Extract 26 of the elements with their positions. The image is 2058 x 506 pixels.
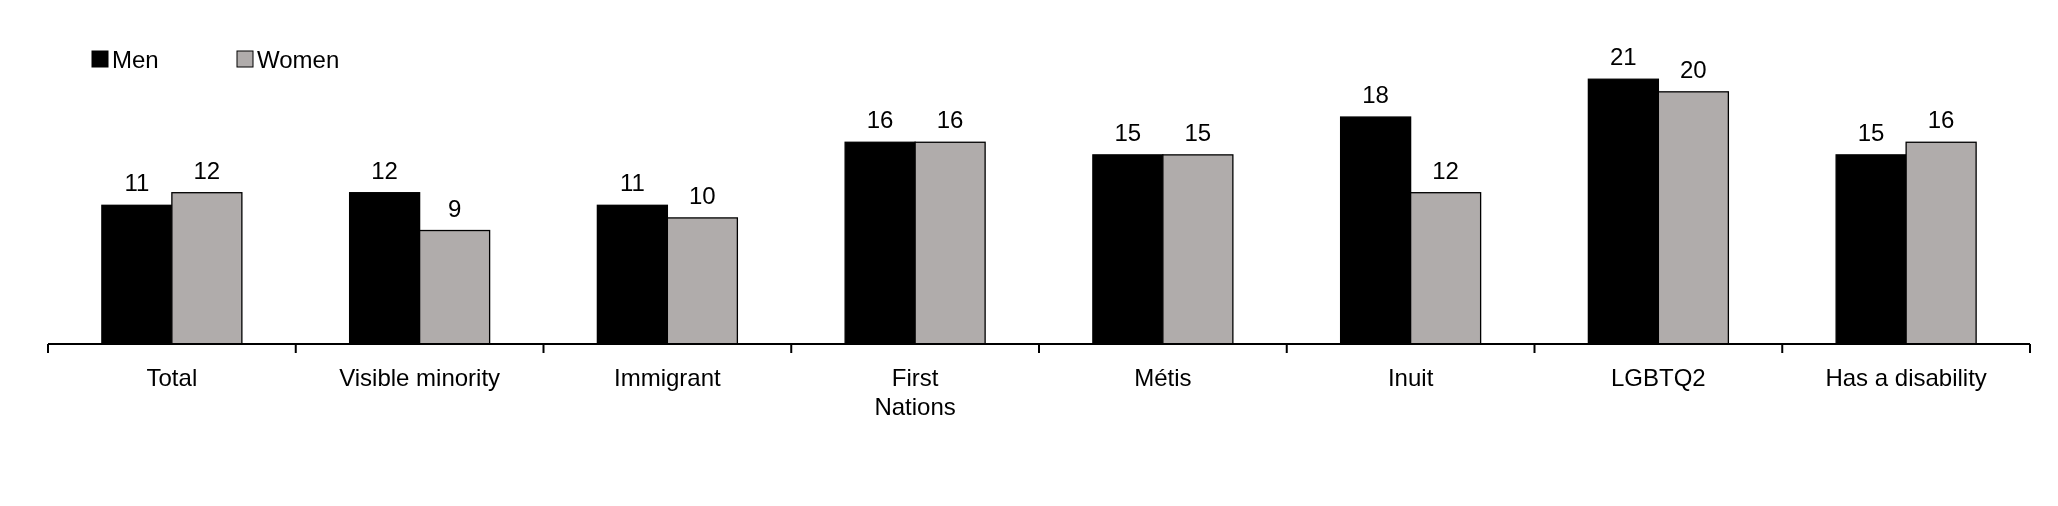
data-label: 21 — [1610, 43, 1637, 71]
data-label: 10 — [689, 181, 716, 209]
x-tick-label: Has a disability — [1825, 364, 1987, 391]
x-tick-label: Visible minority — [339, 364, 501, 391]
data-label: 16 — [1927, 106, 1955, 134]
data-label: 11 — [124, 169, 150, 197]
x-tick-label: First Nations — [874, 364, 956, 420]
data-label: 20 — [1680, 55, 1707, 83]
legend-label: Women — [257, 46, 340, 73]
x-tick-label: Total — [146, 364, 198, 391]
data-label: 12 — [193, 156, 221, 184]
data-label: 12 — [371, 156, 398, 184]
data-label: 16 — [936, 106, 964, 134]
legend-label: Men — [112, 46, 159, 73]
data-label: 18 — [1362, 81, 1389, 109]
data-label: 15 — [1184, 118, 1212, 146]
x-tick-label: Métis — [1134, 364, 1192, 391]
data-label: 15 — [1857, 118, 1885, 146]
data-label: 11 — [619, 169, 645, 197]
data-label: 12 — [1432, 156, 1459, 184]
data-label: 9 — [447, 194, 462, 222]
x-tick-label: Inuit — [1387, 364, 1434, 391]
data-label: 16 — [866, 106, 894, 134]
x-tick-label: Immigrant — [614, 364, 722, 391]
data-label: 15 — [1114, 118, 1142, 146]
x-tick-label: LGBTQ2 — [1611, 364, 1706, 391]
